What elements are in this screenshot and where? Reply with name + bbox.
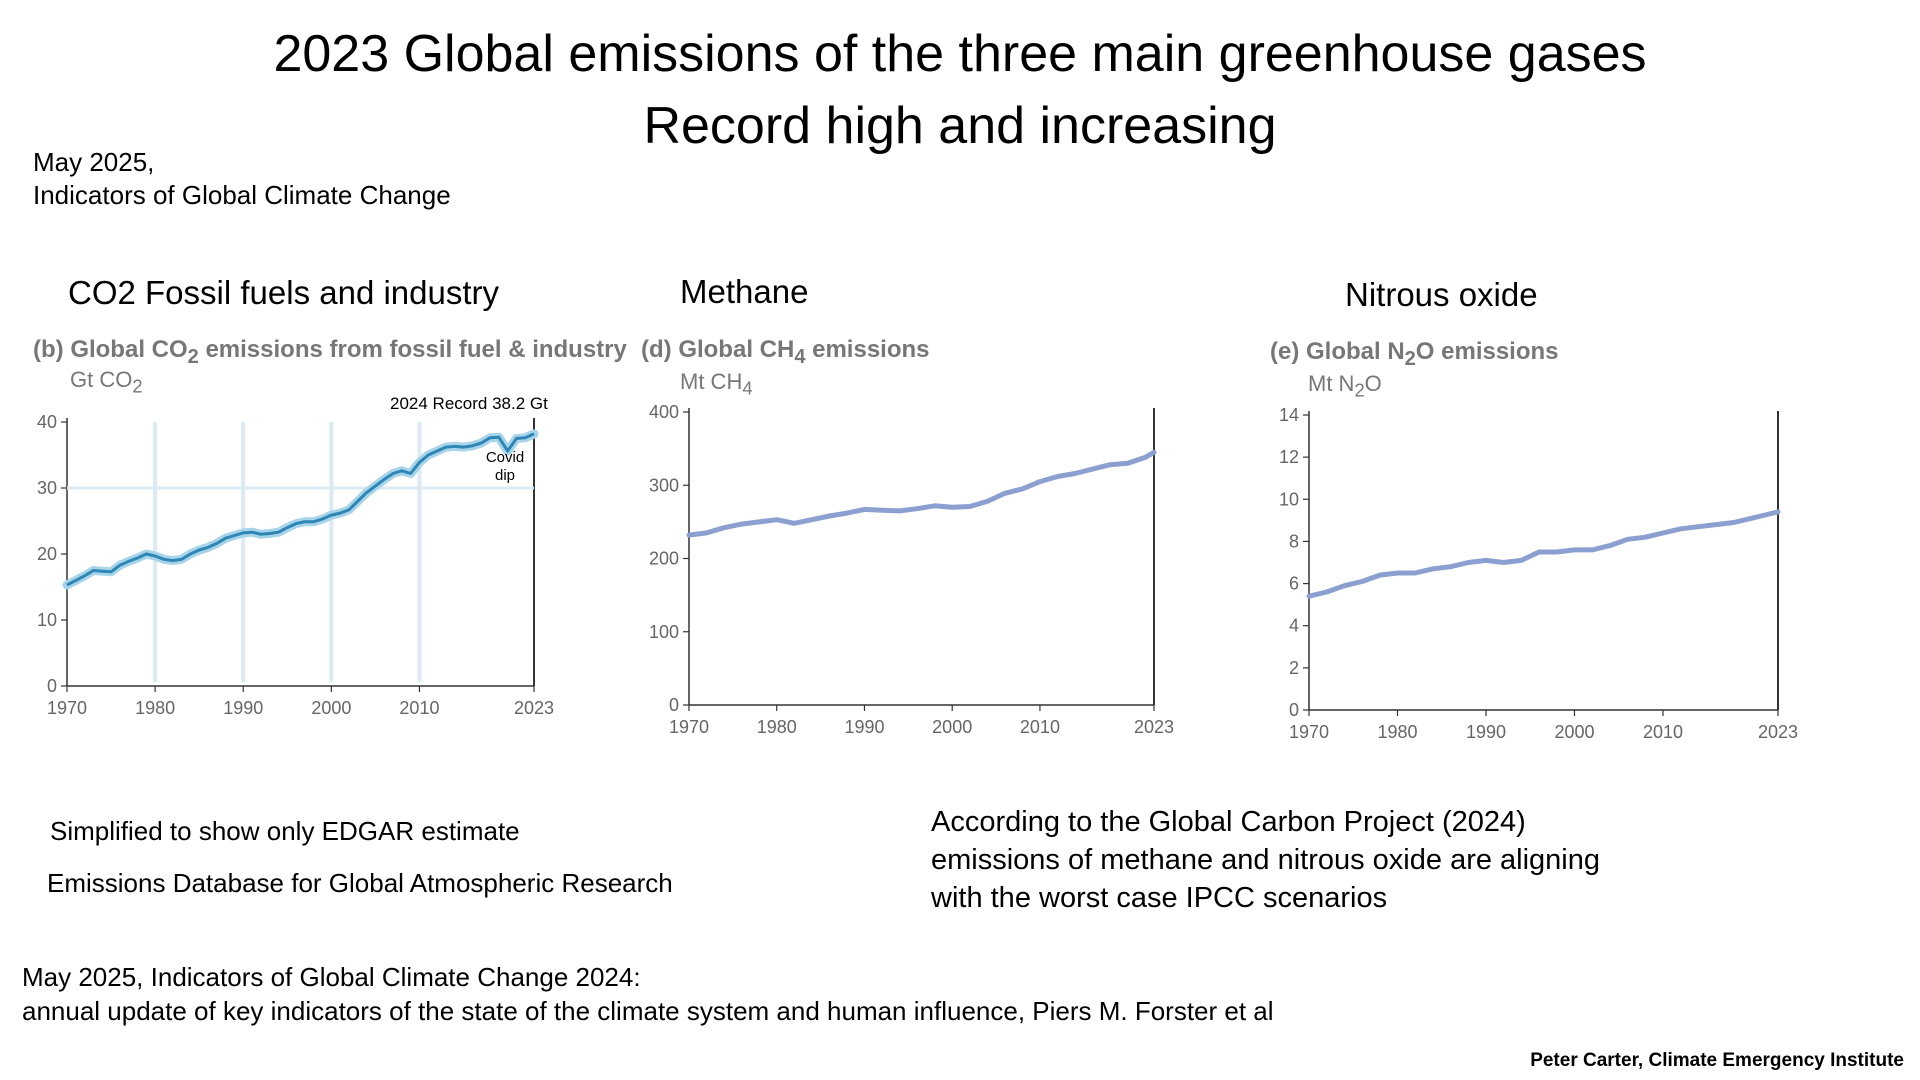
n2o-chart-svg: 0 2 4 6 8 10 12 14 1970 1980 1990 2000 2010 2023 — [1279, 405, 1798, 740]
n2o-ytick-label: 4 — [1289, 616, 1299, 636]
co2-uncertainty-band — [62, 429, 539, 590]
edgar-note: Emissions Database for Global Atmospheri… — [47, 868, 673, 898]
ch4-chart-svg: 0 100 200 300 400 1970 1980 1990 2000 2010 2023 — [649, 402, 1174, 737]
n2o-ytick-label: 14 — [1279, 405, 1299, 425]
co2-xtick-label: 1980 — [135, 698, 175, 718]
co2-ytick-label: 40 — [37, 412, 57, 432]
n2o-panel-title: (e) Global N2O emissions — [1270, 338, 1559, 371]
co2-xtick-label: 2010 — [399, 698, 439, 718]
ch4-ytick-label: 0 — [669, 695, 679, 715]
ch4-xtick-label: 2023 — [1134, 717, 1174, 737]
co2-unit-label: Gt CO2 — [70, 367, 143, 397]
n2o-ytick-label: 6 — [1289, 574, 1299, 594]
covid-annotation-line-2: dip — [495, 467, 515, 484]
ch4-ytick-label: 200 — [649, 549, 679, 569]
n2o-unit-prefix: Mt N — [1308, 371, 1355, 396]
ch4-unit-sub: 4 — [742, 377, 753, 399]
ch4-title-prefix: (d) Global CH — [641, 336, 795, 363]
n2o-ytick-label: 12 — [1279, 447, 1299, 467]
ch4-chart: 0 100 200 300 400 1970 1980 1990 2000 2010 2023 — [620, 380, 1180, 740]
simplified-note: Simplified to show only EDGAR estimate — [50, 816, 520, 846]
co2-xtick-label: 1970 — [47, 698, 87, 718]
co2-panel-title: (b) Global CO2 emissions from fossil fue… — [33, 336, 627, 369]
ch4-xtick-label: 2010 — [1020, 717, 1060, 737]
co2-ytick-label: 0 — [47, 676, 57, 696]
citation-line-2: annual update of key indicators of the s… — [22, 996, 1274, 1026]
citation: May 2025, Indicators of Global Climate C… — [22, 960, 1274, 1028]
n2o-title-prefix: (e) Global N — [1270, 338, 1405, 365]
gcp-note: According to the Global Carbon Project (… — [931, 803, 1600, 917]
covid-annotation-line-1: Covid — [486, 449, 524, 466]
n2o-series-line — [1306, 509, 1781, 599]
co2-chart: 0 10 20 30 40 1970 1980 1990 2000 2010 2023 2024 Re… — [0, 380, 600, 740]
n2o-xtick-label: 1980 — [1377, 722, 1417, 740]
co2-chart-svg: 0 10 20 30 40 1970 1980 1990 2000 2010 2023 2024 Re… — [37, 394, 554, 718]
page-title: 2023 Global emissions of the three main … — [0, 18, 1920, 162]
co2-unit-sub: 2 — [132, 375, 143, 397]
n2o-ytick-label: 0 — [1289, 700, 1299, 720]
ch4-ytick-label: 400 — [649, 402, 679, 422]
ch4-xtick-label: 1970 — [669, 717, 709, 737]
ch4-series-line — [686, 449, 1157, 538]
ch4-panel-title: (d) Global CH4 emissions — [641, 336, 930, 369]
ch4-unit-prefix: Mt CH — [680, 369, 743, 394]
n2o-xtick-label: 1990 — [1466, 722, 1506, 740]
gcp-note-line-2: emissions of methane and nitrous oxide a… — [931, 844, 1601, 876]
citation-line-1: May 2025, Indicators of Global Climate C… — [22, 962, 641, 992]
source-note-line-1: May 2025, — [33, 147, 155, 177]
co2-ytick-label: 20 — [37, 544, 57, 564]
n2o-xtick-label: 2010 — [1643, 722, 1683, 740]
nitrous-oxide-gas-label: Nitrous oxide — [1345, 276, 1538, 313]
co2-unit-prefix: Gt CO — [70, 367, 133, 392]
ch4-title-sub: 4 — [794, 345, 806, 368]
co2-title-suffix: emissions from fossil fuel & industry — [198, 336, 627, 363]
co2-gas-label: CO2 Fossil fuels and industry — [68, 274, 500, 311]
co2-ytick-label: 30 — [37, 478, 57, 498]
author-credit: Peter Carter, Climate Emergency Institut… — [1530, 1050, 1904, 1071]
n2o-unit-sub: 2 — [1354, 379, 1365, 401]
n2o-unit-label: Mt N2O — [1308, 371, 1382, 401]
n2o-ytick-label: 2 — [1289, 658, 1299, 678]
co2-ytick-label: 10 — [37, 610, 57, 630]
source-note: May 2025, Indicators of Global Climate C… — [33, 146, 451, 212]
n2o-ytick-label: 8 — [1289, 531, 1299, 551]
ch4-ytick-label: 300 — [649, 475, 679, 495]
gcp-note-line-1: According to the Global Carbon Project (… — [931, 806, 1526, 838]
co2-xtick-label: 2000 — [311, 698, 351, 718]
n2o-title-suffix: O emissions — [1415, 338, 1559, 365]
co2-record-annotation: 2024 Record 38.2 Gt — [390, 394, 548, 413]
co2-series-line — [66, 432, 535, 587]
n2o-xtick-label: 2000 — [1554, 722, 1594, 740]
ch4-xtick-label: 1980 — [757, 717, 797, 737]
co2-title-prefix: (b) Global CO — [33, 336, 188, 363]
title-line-2: Record high and increasing — [643, 97, 1277, 155]
source-note-line-2: Indicators of Global Climate Change — [33, 180, 451, 210]
gcp-note-line-3: with the worst case IPCC scenarios — [931, 882, 1388, 914]
co2-xtick-label: 2023 — [514, 698, 554, 718]
ch4-unit-label: Mt CH4 — [680, 369, 753, 399]
n2o-chart: 0 2 4 6 8 10 12 14 1970 1980 1990 2000 2010 2023 — [1250, 380, 1810, 740]
methane-gas-label: Methane — [680, 273, 809, 310]
co2-xtick-label: 1990 — [223, 698, 263, 718]
co2-title-sub: 2 — [187, 345, 199, 368]
ch4-ytick-label: 100 — [649, 622, 679, 642]
ch4-title-suffix: emissions — [805, 336, 930, 363]
n2o-xtick-label: 2023 — [1758, 722, 1798, 740]
ch4-xtick-label: 1990 — [844, 717, 884, 737]
ch4-xtick-label: 2000 — [932, 717, 972, 737]
title-line-1: 2023 Global emissions of the three main … — [273, 25, 1647, 83]
n2o-xtick-label: 1970 — [1289, 722, 1329, 740]
n2o-title-sub: 2 — [1404, 347, 1416, 370]
n2o-unit-suffix: O — [1364, 371, 1382, 396]
n2o-ytick-label: 10 — [1279, 489, 1299, 509]
